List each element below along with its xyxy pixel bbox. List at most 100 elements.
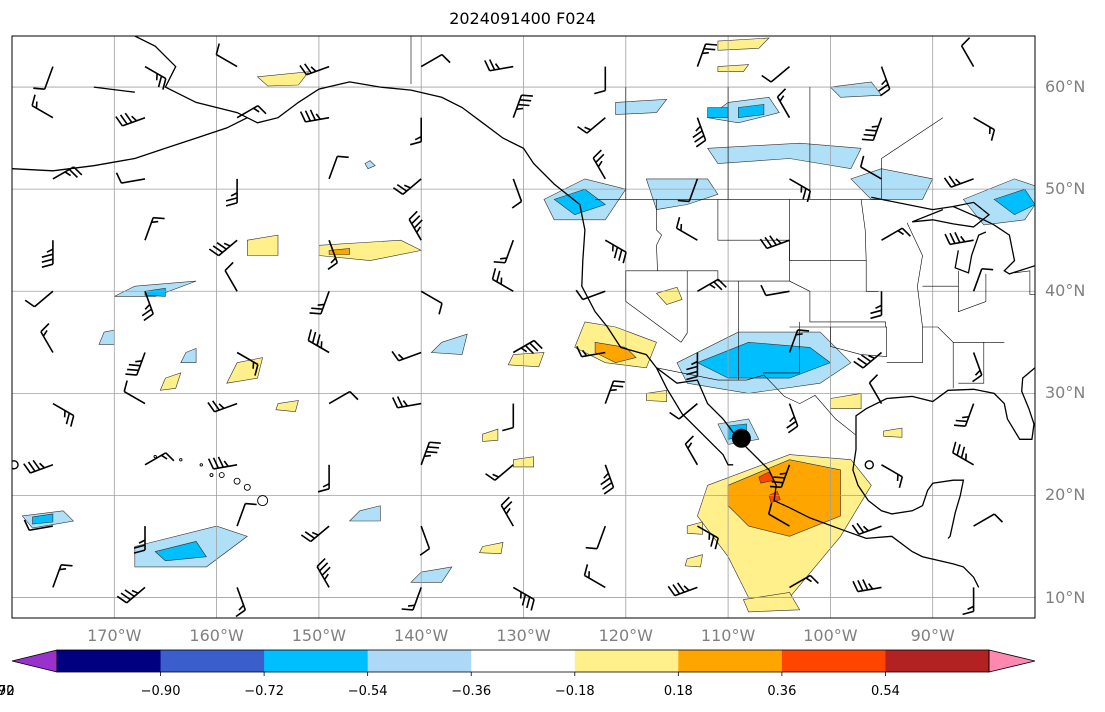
wind-barb [24,290,54,308]
colorbar-bin [367,650,472,672]
wind-barb [225,178,238,207]
wind-barb [684,435,699,466]
shaded-region [574,321,657,369]
island [257,495,269,507]
wind-barb [141,291,154,322]
latitude-label: 30°N [1045,383,1086,403]
wind-barb [207,456,238,470]
shaded-region [159,372,182,391]
colorbar-tick-label: 0.36 [767,684,797,699]
wind-barb [493,239,515,264]
shaded-region [226,357,264,384]
colorbar-tick-label: −0.90 [140,684,181,699]
political-border [625,270,682,343]
longitude-label: 150°W [291,626,347,645]
wind-barb [207,400,238,413]
wind-barb [592,149,606,180]
political-border [625,270,886,327]
colorbar-bin [781,650,886,672]
colorbar-bin [678,650,783,672]
shaded-region [717,64,750,72]
political-border [789,199,867,261]
wind-barb [697,278,727,292]
wind-barb [491,268,514,292]
wind-barb [692,117,707,148]
wind-barb [317,464,330,493]
wind-barb [236,502,257,527]
latitude-label: 40°N [1045,281,1086,301]
wind-barb [408,210,423,241]
wind-barb [115,172,146,184]
wind-barb [973,117,996,141]
wind-barb [409,117,423,146]
shaded-region [32,513,54,525]
wind-barb [760,284,790,297]
shaded-region [98,329,115,345]
wind-barb [235,587,247,618]
shaded-region [364,160,376,170]
wind-barb [585,525,607,550]
wind-barb [861,117,883,142]
wind-barb [236,105,267,119]
colorbar-tick-label: −0.54 [347,684,388,699]
marker-open-circle-gulf [864,460,874,470]
colorbar-tick-label: 0.72 [0,684,15,699]
wind-barb [316,557,331,588]
wind-barb [604,239,627,264]
shaded-region [553,188,606,216]
longitude-label: 100°W [803,626,858,645]
political-border [958,270,987,313]
longitude-label: 120°W [598,626,653,645]
wind-barb [600,464,615,495]
coastline [134,36,734,466]
wind-barb [23,519,54,532]
colorbar-tick-label: −0.18 [554,684,595,699]
political-border [860,199,879,292]
wind-barb [215,43,238,68]
shaded-region [645,178,719,210]
political-border [922,326,1005,343]
shaded-region [717,37,770,51]
wind-barb [328,155,349,180]
shaded-region [275,400,299,413]
longitude-label: 90°W [910,626,955,645]
coastline [852,434,965,539]
shaded-region [507,352,545,368]
shaded-region [684,554,703,568]
latitude-label: 50°N [1045,179,1086,199]
wind-barb [420,53,451,68]
wind-barb [789,178,812,203]
wind-barb [500,496,514,527]
wind-barb [972,352,983,383]
wind-barb [300,525,330,543]
colorbar-bin [57,650,162,672]
wind-barb [420,441,441,466]
wind-barb [309,291,330,315]
wind-barb [859,155,882,180]
wind-barb [40,323,54,353]
wind-barb [485,464,514,481]
wind-barb [419,525,431,556]
wind-barb [952,441,974,466]
wind-barb [677,178,699,203]
marker-open-circle-west [12,460,19,470]
shaded-region [707,107,729,118]
colorbar-tick-label: 0.54 [870,684,900,699]
political-border [881,117,944,200]
colorbar-bin [471,650,576,672]
shaded-region [686,521,703,535]
wind-barb [776,88,791,119]
island [153,455,157,459]
latitude-label: 10°N [1045,587,1086,607]
shaded-region [883,427,903,438]
island [243,483,251,491]
shaded-region [154,541,207,562]
wind-barb [327,239,339,270]
shaded-region [850,168,934,200]
wind-barb [420,290,443,315]
wind-barb [392,178,422,195]
shaded-region [479,542,504,555]
wind-barb [686,352,699,381]
political-border [656,199,662,271]
